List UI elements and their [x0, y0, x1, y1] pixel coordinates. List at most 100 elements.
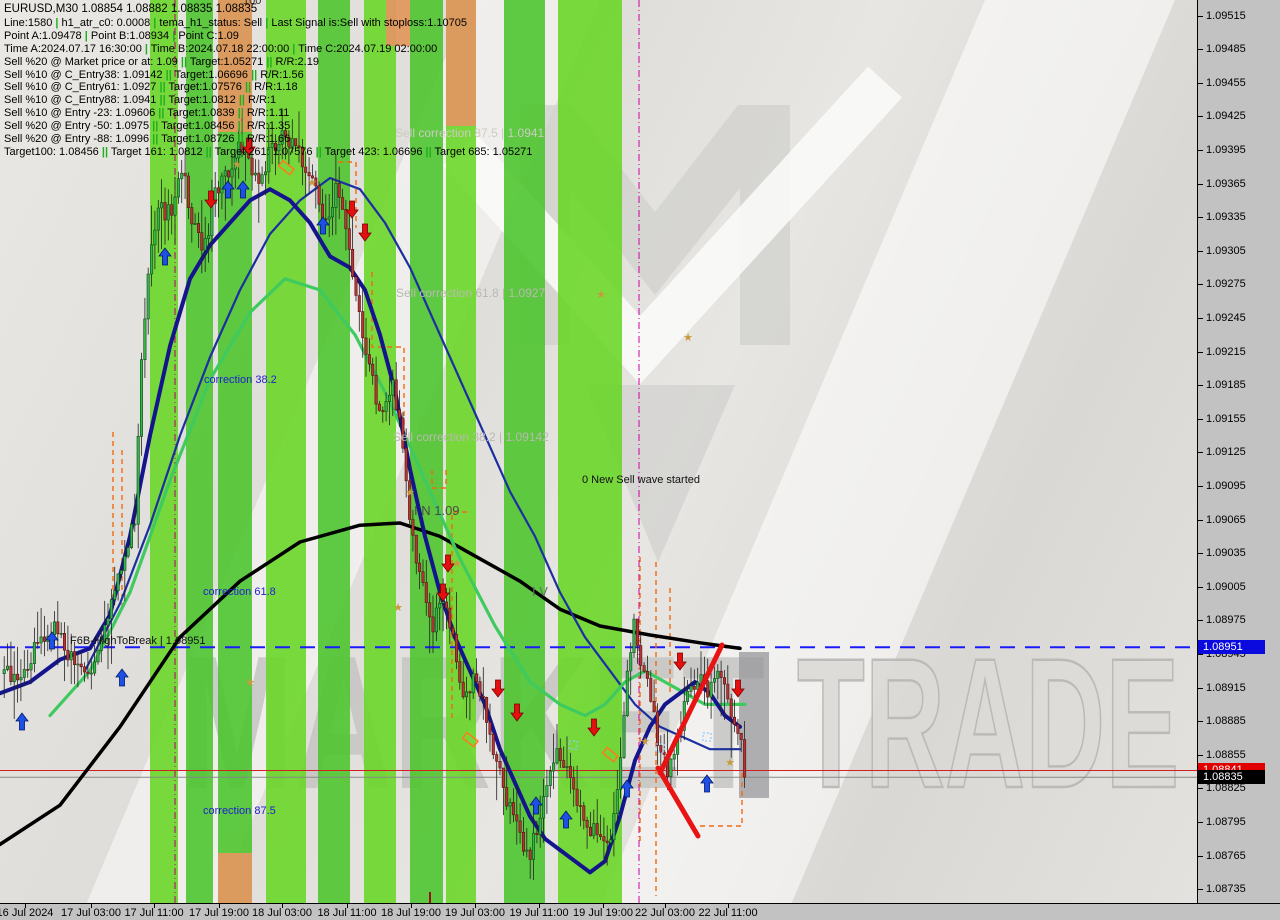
- price-axis-tick: [1198, 15, 1203, 17]
- price-axis-label: 1.09365: [1206, 177, 1246, 190]
- price-axis-tick: [1198, 519, 1203, 521]
- price-axis-tick: [1198, 452, 1203, 454]
- price-badge: 1.08835: [1198, 770, 1265, 785]
- price-axis-tick: [1198, 150, 1203, 151]
- info-line: Time A:2024.07.17 16:30:00 | Time B:2024…: [4, 42, 438, 55]
- star-icon: ★: [640, 736, 650, 748]
- buy-arrow-icon: [700, 774, 714, 793]
- buy-arrow-icon: [316, 216, 330, 235]
- price-axis-tick: [1198, 318, 1203, 319]
- price-axis-tick: [1198, 49, 1203, 51]
- time-axis-tick: [728, 904, 729, 908]
- time-axis-label: 18 Jul 03:00: [252, 907, 312, 919]
- pencil-icon: [277, 159, 296, 176]
- price-axis-label: 1.09335: [1206, 211, 1246, 224]
- time-axis-label: 22 Jul 11:00: [698, 907, 758, 919]
- price-axis-label: 1.09485: [1206, 43, 1246, 56]
- sell-arrow-icon: [436, 583, 450, 602]
- time-axis-label: 19 Jul 03:00: [445, 907, 505, 919]
- price-axis-tick: [1198, 486, 1203, 487]
- info-line: Line:1580 | h1_atr_c0: 0.0008 | tema_h1_…: [4, 16, 467, 29]
- time-axis-label: 22 Jul 03:00: [635, 907, 695, 919]
- time-axis-tick: [665, 904, 666, 908]
- price-axis-label: 1.08975: [1206, 614, 1246, 627]
- price-axis[interactable]: 1.09515 1.09485 1.09455 1.09425 1.09395 1.093…: [1197, 0, 1280, 903]
- buy-arrow-icon: [529, 796, 543, 815]
- time-axis-tick: [25, 904, 26, 908]
- star-markers: ★ ★ ★ ★ ★ ★ ★ ★ ★ ★: [232, 159, 735, 769]
- price-axis-label: 1.09005: [1206, 580, 1246, 593]
- info-line: Point A:1.09478 | Point B:1.08934 | Poin…: [4, 29, 239, 42]
- buy-arrow-icon: [620, 779, 634, 798]
- chart-annotation: correction 61.8: [203, 586, 276, 598]
- chart-annotation: 100: [243, 0, 262, 7]
- sell-arrow-icon: [673, 652, 687, 671]
- time-axis-tick: [475, 904, 476, 908]
- price-axis-tick: [1198, 721, 1203, 723]
- price-axis-tick: [1198, 586, 1203, 588]
- price-axis-tick: [1198, 620, 1203, 622]
- buy-arrow-icon: [221, 180, 235, 199]
- buy-arrow-icon: [559, 810, 573, 829]
- price-axis-label: 1.08735: [1206, 883, 1246, 896]
- misc-markers: [277, 159, 712, 763]
- sell-arrow-icon: [242, 137, 256, 156]
- price-axis-label: 1.09215: [1206, 345, 1246, 358]
- buy-arrow-icon: [236, 180, 250, 199]
- price-axis-label: 1.08855: [1206, 748, 1246, 761]
- price-axis-tick: [1198, 855, 1203, 857]
- price-axis-label: 1.09305: [1206, 244, 1246, 257]
- price-axis-tick: [1198, 553, 1203, 555]
- time-axis[interactable]: 16 Jul 2024 17 Jul 03:00 17 Jul 11:00 17 Ju…: [0, 903, 1280, 920]
- price-axis-tick: [1198, 250, 1203, 252]
- pencil-icon: [601, 746, 620, 763]
- select-box-icon: [568, 740, 578, 750]
- time-axis-label: 18 Jul 11:00: [317, 907, 377, 919]
- sell-arrow-icon: [510, 703, 524, 722]
- buy-arrow-icon: [115, 668, 129, 687]
- star-icon: ★: [393, 602, 403, 614]
- star-icon: ★: [452, 558, 462, 570]
- price-axis-tick: [1198, 788, 1203, 790]
- time-axis-tick: [91, 904, 92, 908]
- price-axis-tick: [1198, 889, 1203, 891]
- price-badge: 1.08951: [1198, 640, 1265, 655]
- price-axis-label: 1.09095: [1206, 480, 1246, 492]
- signal-arrows: [15, 137, 745, 829]
- chart-annotation: I N 1.09: [414, 503, 460, 518]
- ma-fast-navy: [0, 187, 742, 875]
- price-axis-label: 1.08885: [1206, 715, 1246, 728]
- sell-arrow-icon: [358, 223, 372, 242]
- candles: [2, 108, 747, 880]
- time-axis-label: 19 Jul 19:00: [573, 907, 633, 919]
- price-axis-label: 1.09425: [1206, 110, 1246, 123]
- chart-annotation: F6B-HighToBreak | 1.08951: [70, 635, 206, 647]
- chart-annotation: 0 New Sell wave started: [582, 474, 700, 486]
- price-axis-tick: [1198, 217, 1203, 219]
- info-line: Sell %10 @ C_Entry61: 1.0927 || Target:1…: [4, 81, 298, 94]
- info-lines: Line:1580 | h1_atr_c0: 0.0008 | tema_h1_…: [4, 17, 532, 159]
- price-axis-tick: [1198, 183, 1203, 185]
- select-box-icon: [655, 743, 665, 753]
- info-line: Sell %20 @ Market price or at: 1.09 || T…: [4, 55, 319, 68]
- chart-annotation: correction 87.5: [203, 805, 276, 817]
- info-line: Sell %10 @ C_Entry88: 1.0941 || Target:1…: [4, 94, 277, 107]
- price-axis-tick: [1198, 116, 1203, 118]
- time-axis-tick: [411, 904, 412, 908]
- key-level-lines: [0, 646, 1197, 778]
- time-axis-tick: [154, 904, 155, 908]
- info-line: Sell %10 @ C_Entry38: 1.09142 || Target:…: [4, 68, 304, 81]
- star-icon: ★: [683, 332, 693, 344]
- price-axis-label: 1.09515: [1206, 9, 1246, 22]
- chart-annotation: Sell correction 61.8 | 1.0927: [396, 286, 546, 300]
- price-axis-label: 1.09275: [1206, 278, 1246, 291]
- trend-lines: [655, 642, 725, 839]
- time-axis-label: 17 Jul 03:00: [61, 907, 121, 919]
- star-icon: ★: [307, 177, 317, 189]
- ma-mid-green: [48, 277, 747, 718]
- price-axis-label: 1.09155: [1206, 412, 1246, 425]
- buy-arrow-icon: [45, 631, 59, 650]
- time-axis-tick: [219, 904, 220, 908]
